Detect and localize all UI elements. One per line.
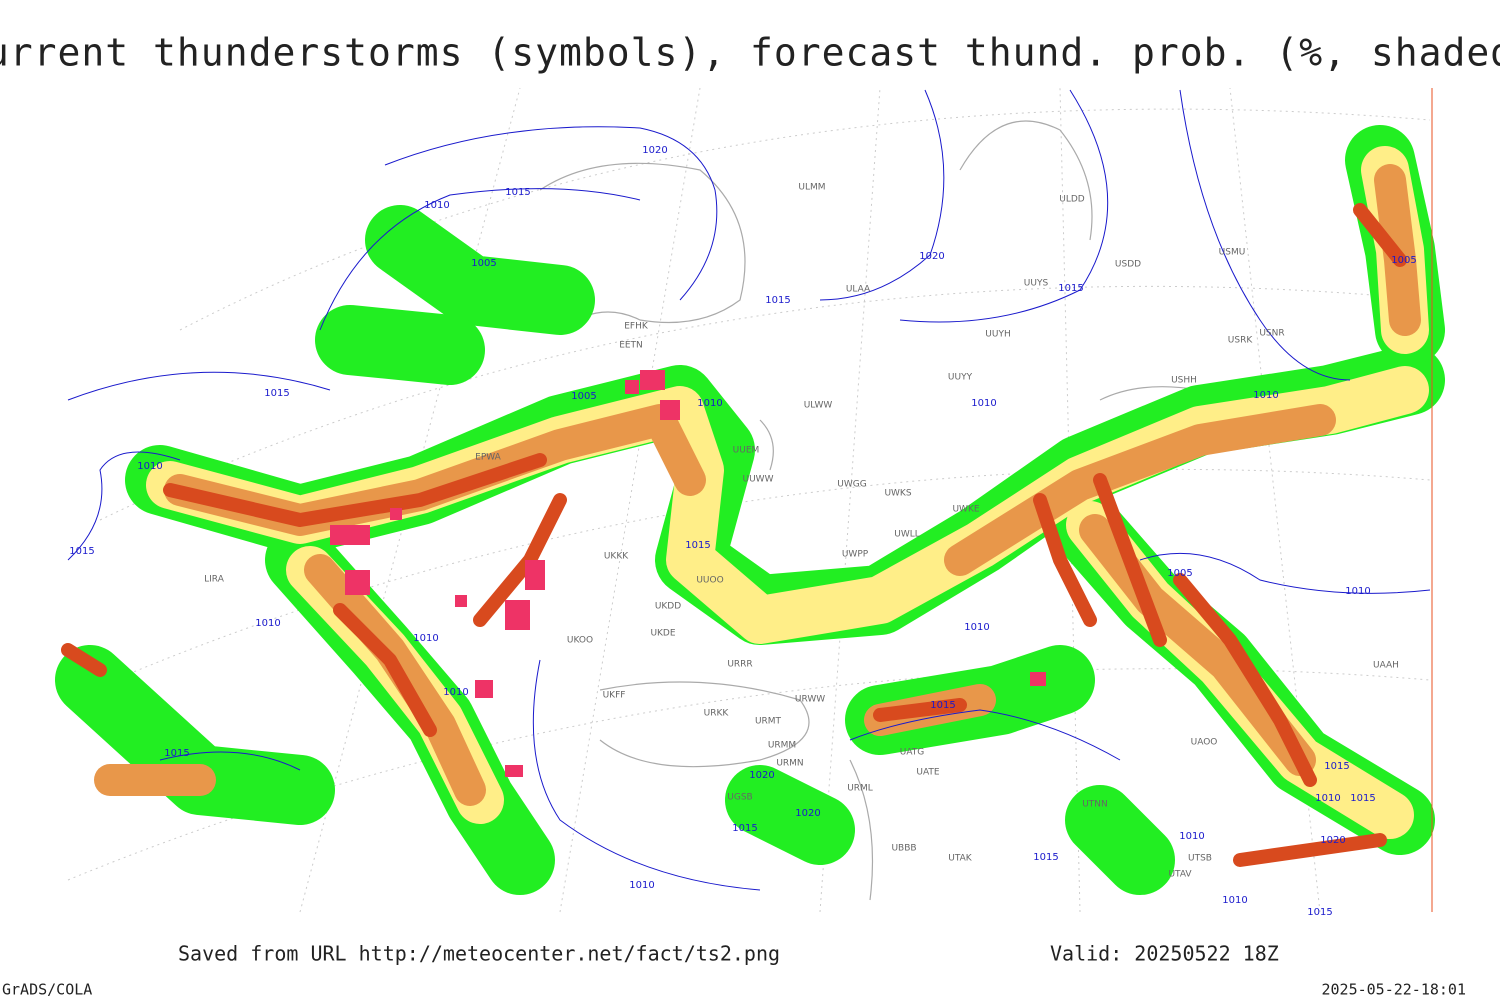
station-label: UTNN bbox=[1082, 800, 1108, 810]
station-label: EETN bbox=[619, 341, 643, 351]
isobar-label: 1015 bbox=[930, 700, 955, 711]
isobar-label: 1010 bbox=[255, 618, 280, 629]
timestamp: 2025-05-22-18:01 bbox=[1322, 981, 1467, 999]
station-label: URMM bbox=[768, 741, 796, 751]
isobar-label: 1005 bbox=[571, 391, 596, 402]
station-label: UTAK bbox=[948, 854, 973, 864]
station-label: ULWW bbox=[804, 401, 833, 411]
isobar-label: 1010 bbox=[1253, 390, 1278, 401]
station-label: UUEM bbox=[733, 446, 760, 456]
isobar-label: 1015 bbox=[732, 823, 757, 834]
station-label: UWPP bbox=[842, 550, 869, 560]
isobar-label: 1010 bbox=[697, 398, 722, 409]
station-label: URML bbox=[847, 784, 873, 794]
isobar-label: 1015 bbox=[505, 187, 530, 198]
station-label: UWLL bbox=[894, 530, 920, 540]
isobars bbox=[67, 89, 1431, 891]
station-label: UUOO bbox=[696, 576, 723, 586]
station-label: UAAH bbox=[1373, 661, 1399, 671]
isobar-label: 1015 bbox=[685, 540, 710, 551]
station-label: UTAV bbox=[1168, 870, 1192, 880]
isobar-label: 1015 bbox=[1324, 761, 1349, 772]
station-label: LIRA bbox=[204, 575, 225, 585]
station-label: UWKS bbox=[884, 489, 911, 499]
isobar-label: 1020 bbox=[749, 770, 774, 781]
valid-time: Valid: 20250522 18Z bbox=[1050, 942, 1279, 966]
station-label: UATG bbox=[900, 748, 925, 758]
station-label: UKOO bbox=[567, 636, 593, 646]
isobar-label: 1020 bbox=[642, 145, 667, 156]
station-label: UUYH bbox=[985, 330, 1010, 340]
isobar-label: 1010 bbox=[1315, 793, 1340, 804]
station-label: UKDE bbox=[650, 629, 675, 639]
station-label: UATE bbox=[916, 768, 940, 778]
isobar-label: 1015 bbox=[1033, 852, 1058, 863]
station-label: UKKK bbox=[604, 552, 629, 562]
station-label: UKFF bbox=[603, 691, 626, 701]
isobar-label: 1020 bbox=[1320, 835, 1345, 846]
station-label: USDD bbox=[1115, 260, 1141, 270]
station-label: ULDD bbox=[1059, 195, 1085, 205]
station-label: USMU bbox=[1219, 248, 1246, 258]
station-label: UGSB bbox=[727, 793, 752, 803]
station-label: USHH bbox=[1171, 376, 1197, 386]
station-label: UUYY bbox=[948, 373, 973, 383]
station-label: URMN bbox=[776, 759, 803, 769]
station-label: ULMM bbox=[798, 183, 825, 193]
station-label: URRR bbox=[727, 660, 752, 670]
station-label: UUWW bbox=[743, 475, 774, 485]
isobar-label: 1015 bbox=[1058, 283, 1083, 294]
thunderstorm-symbols bbox=[330, 370, 1046, 777]
isobar-label: 1010 bbox=[137, 461, 162, 472]
isobar-label: 1010 bbox=[964, 622, 989, 633]
station-label: EFHK bbox=[624, 322, 649, 332]
isobar-label: 1010 bbox=[1222, 895, 1247, 906]
station-label: UBBB bbox=[891, 844, 916, 854]
station-label: EPWA bbox=[475, 453, 502, 463]
isobar-label: 1015 bbox=[1307, 907, 1332, 918]
station-label: UUYS bbox=[1024, 279, 1049, 289]
isobar-label: 1010 bbox=[1179, 831, 1204, 842]
isobar-label: 1015 bbox=[1350, 793, 1375, 804]
isobar-label: 1005 bbox=[1167, 568, 1192, 579]
station-label: USNR bbox=[1259, 329, 1284, 339]
isobar-label: 1010 bbox=[629, 880, 654, 891]
probability-shading bbox=[55, 125, 1445, 895]
isobar-label: 1015 bbox=[264, 388, 289, 399]
station-label: UWGG bbox=[837, 480, 866, 490]
isobar-label: 1015 bbox=[765, 295, 790, 306]
isobar-label: 1010 bbox=[1345, 586, 1370, 597]
station-label: USRK bbox=[1228, 336, 1254, 346]
isobar-label: 1010 bbox=[424, 200, 449, 211]
isobar-label: 1020 bbox=[919, 251, 944, 262]
station-label: UWKE bbox=[952, 505, 979, 515]
station-label: UTSB bbox=[1188, 854, 1212, 864]
title: Current thunderstorms (symbols), forecas… bbox=[0, 31, 1500, 75]
isobar-label: 1015 bbox=[69, 546, 94, 557]
isobar-label: 1005 bbox=[1391, 255, 1416, 266]
station-label: ULAA bbox=[846, 285, 871, 295]
station-label: UKDD bbox=[655, 602, 681, 612]
station-label: URKK bbox=[704, 709, 730, 719]
isobar-label: 1010 bbox=[413, 633, 438, 644]
source-note: Saved from URL http://meteocenter.net/fa… bbox=[178, 942, 780, 966]
station-label: UAOO bbox=[1191, 738, 1218, 748]
isobar-label: 1020 bbox=[795, 808, 820, 819]
isobar-label: 1010 bbox=[443, 687, 468, 698]
isobar-label: 1010 bbox=[971, 398, 996, 409]
credit: GrADS/COLA bbox=[2, 981, 92, 999]
station-label: URMT bbox=[755, 717, 782, 727]
isobar-label: 1015 bbox=[164, 748, 189, 759]
isobar-label: 1005 bbox=[471, 258, 496, 269]
station-label: URWW bbox=[795, 695, 825, 705]
